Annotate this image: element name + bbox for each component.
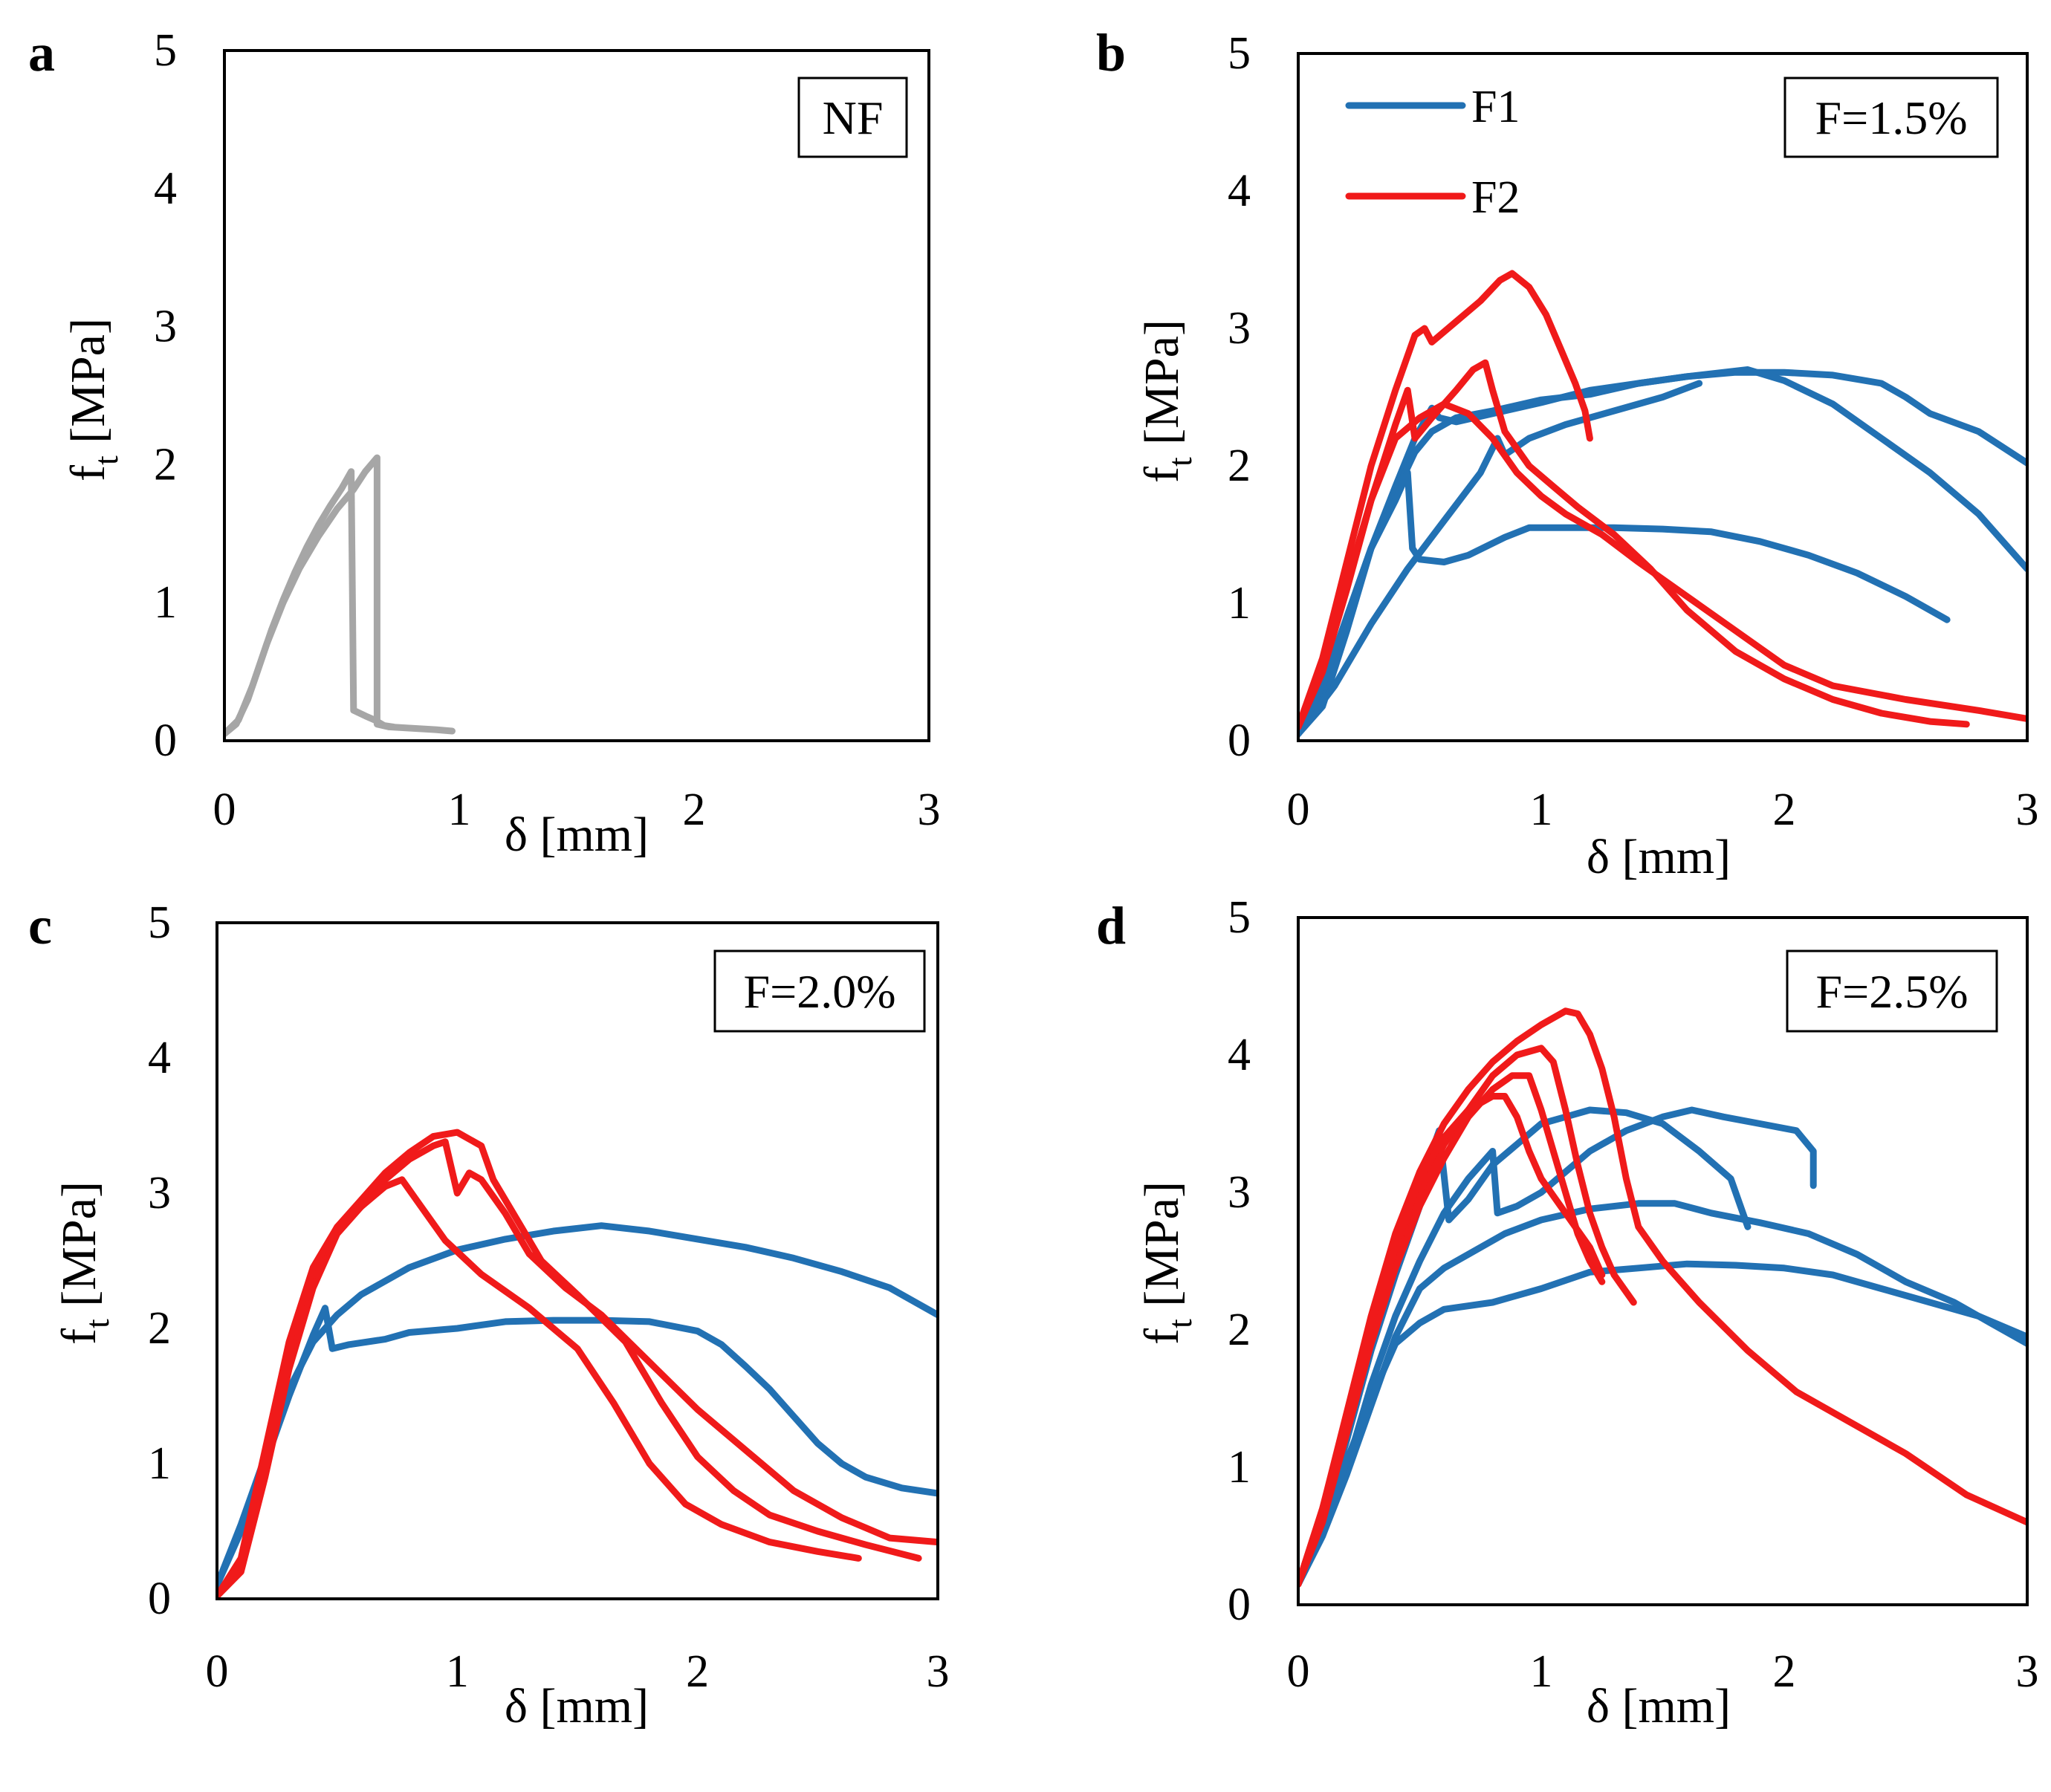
x-tick-label: 3 [2016, 1646, 2039, 1697]
y-tick-label: 2 [1228, 441, 1251, 491]
series-line-f2-7 [1298, 1072, 1606, 1588]
series-line-nf-2 [224, 454, 456, 738]
x-tick-label: 3 [927, 1646, 950, 1697]
annotation-box [1783, 77, 1999, 158]
x-tick-label: 1 [1530, 785, 1553, 835]
y-tick-label: 3 [154, 302, 177, 352]
y-tick-label: 5 [154, 25, 177, 76]
annotation-label: F=2.0% [744, 965, 896, 1018]
panel-a: 0 1 2 3 4 5 0 1 2 3 δ [mm] ft [MPa] a NF [28, 23, 941, 862]
y-tick-label: 0 [1228, 1580, 1251, 1630]
x-tick-label: 1 [448, 785, 471, 835]
y-tick-label: 2 [154, 439, 177, 490]
annotation-box [713, 949, 926, 1033]
annotation-box [1786, 949, 1998, 1033]
y-tick-label: 2 [148, 1303, 171, 1354]
series-line-f2-5 [1298, 270, 1593, 730]
x-tick-label: 0 [206, 1646, 229, 1697]
series-line-f2-5 [1298, 1007, 2027, 1588]
panel-b: 0 1 2 3 4 5 0 1 2 3 δ [mm] ft [MPa] b F=1.5% F1 F2 [1096, 23, 2039, 884]
x-tick-label: 2 [1773, 785, 1796, 835]
x-tick-label: 0 [213, 785, 236, 835]
x-axis-label: δ [mm] [505, 1679, 649, 1733]
series-line-f1-4 [1298, 1260, 2027, 1588]
x-tick-label: 2 [683, 785, 706, 835]
series-group [224, 454, 456, 738]
x-axis-label: δ [mm] [1587, 830, 1731, 884]
y-tick-label: 4 [1228, 166, 1251, 216]
plot-frame [223, 49, 930, 742]
x-tick-label: 0 [1287, 1646, 1310, 1697]
x-axis-label: δ [mm] [505, 808, 649, 862]
y-tick-label: 5 [1228, 892, 1251, 943]
panel-letter: c [28, 896, 52, 955]
y-tick-label: 3 [1228, 1167, 1251, 1218]
series-line-f1-4 [1298, 469, 1951, 738]
y-tick-label: 4 [148, 1033, 171, 1083]
y-tick-label: 0 [154, 715, 177, 766]
y-axis-label: ft [MPa] [1135, 1181, 1199, 1345]
y-tick-label: 3 [1228, 303, 1251, 354]
plot-frame [1297, 916, 2029, 1606]
series-group [1298, 1007, 2027, 1588]
y-tick-label: 5 [148, 897, 171, 948]
panel-d: 0 1 2 3 4 5 0 1 2 3 δ [mm] ft [MPa] d F=2.5% [1096, 892, 2039, 1733]
series-line-f1-3 [1298, 380, 1703, 738]
y-tick-label: 3 [148, 1168, 171, 1218]
y-tick-label: 4 [1228, 1030, 1251, 1080]
x-tick-label: 1 [1530, 1646, 1553, 1697]
series-group [217, 1129, 938, 1599]
y-axis-label: ft [MPa] [61, 318, 125, 481]
x-tick-label: 2 [686, 1646, 709, 1697]
x-tick-label: 1 [446, 1646, 469, 1697]
y-tick-label: 4 [154, 163, 177, 214]
x-tick-label: 2 [1773, 1646, 1796, 1697]
y-axis-label: ft [MPa] [1135, 319, 1199, 483]
y-tick-label: 0 [148, 1574, 171, 1624]
plot-frame [216, 921, 939, 1600]
annotation-label: F=2.5% [1816, 965, 1969, 1018]
x-tick-label: 3 [918, 785, 941, 835]
series-line-f2-8 [1298, 1093, 1606, 1588]
y-axis-label: ft [MPa] [52, 1181, 116, 1345]
y-tick-label: 1 [154, 577, 177, 628]
legend-label-f1: F1 [1471, 82, 1520, 132]
panel-letter: d [1096, 896, 1126, 955]
panel-letter: b [1096, 23, 1126, 82]
series-group [1298, 270, 2027, 738]
series-line-f2-5 [217, 1176, 862, 1599]
y-tick-label: 5 [1228, 28, 1251, 79]
series-line-f2-7 [1298, 400, 2027, 730]
annotation-box [797, 77, 908, 158]
series-line-f2-3 [217, 1138, 938, 1599]
y-tick-label: 0 [1228, 715, 1251, 766]
y-tick-label: 1 [1228, 1442, 1251, 1493]
series-line-f2-6 [1298, 359, 1970, 730]
series-line-f1-2 [1298, 1106, 1817, 1588]
plot-frame [1297, 52, 2029, 742]
annotation-label: F=1.5% [1815, 91, 1968, 144]
series-line-f1-2 [217, 1305, 938, 1589]
annotation-label: NF [823, 91, 884, 144]
x-axis-label: δ [mm] [1587, 1679, 1731, 1733]
y-tick-label: 1 [1228, 578, 1251, 629]
x-tick-label: 0 [1287, 785, 1310, 835]
legend-label-f2: F2 [1471, 172, 1520, 223]
y-tick-label: 2 [1228, 1305, 1251, 1355]
panel-letter: a [28, 23, 55, 82]
panel-c: 0 1 2 3 4 5 0 1 2 3 δ [mm] ft [MPa] c F=2.0% [28, 896, 950, 1733]
y-tick-label: 1 [148, 1438, 171, 1489]
x-tick-label: 3 [2016, 785, 2039, 835]
